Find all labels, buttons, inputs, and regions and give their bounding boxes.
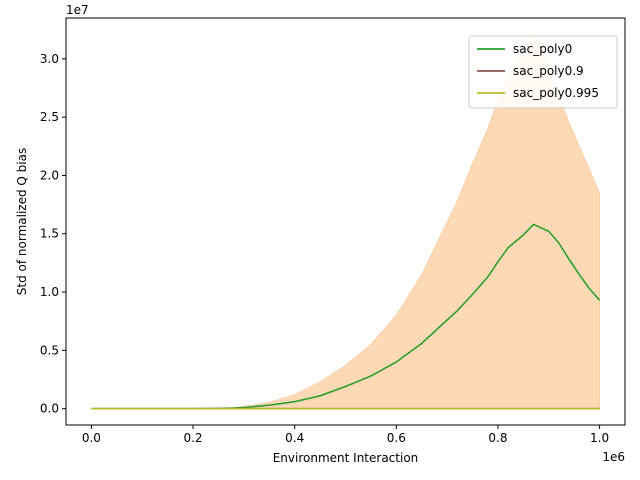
plot-area-frame [65, 17, 626, 426]
y-offset-label: 1e7 [66, 3, 89, 17]
y-axis: 0.0 0.5 1.0 1.5 2.0 2.5 3.0 [40, 52, 66, 416]
series-layer [91, 223, 601, 410]
legend-label: sac_poly0.9 [513, 64, 584, 78]
x-axis-label: Environment Interaction [273, 451, 419, 465]
x-axis: 0.0 0.2 0.4 0.6 0.8 1.0 [82, 425, 609, 445]
y-tick-label: 1.5 [40, 227, 59, 241]
x-tick-label: 0.8 [488, 431, 507, 445]
x-tick-label: 1.0 [590, 431, 609, 445]
x-offset-label: 1e6 [602, 450, 625, 464]
legend: sac_poly0 sac_poly0.9 sac_poly0.995 [468, 35, 618, 109]
x-tick-label: 0.2 [183, 431, 202, 445]
y-tick-label: 2.5 [40, 110, 59, 124]
x-tick-label: 0.0 [82, 431, 101, 445]
y-tick-label: 0.5 [40, 343, 59, 357]
y-tick-label: 0.0 [40, 402, 59, 416]
legend-box [468, 35, 618, 109]
y-axis-label: Std of normalized Q bias [15, 148, 29, 295]
y-tick-label: 3.0 [40, 52, 59, 66]
y-tick-label: 2.0 [40, 168, 59, 182]
legend-label: sac_poly0 [513, 42, 572, 56]
y-tick-label: 1.0 [40, 285, 59, 299]
legend-label: sac_poly0.995 [513, 86, 599, 100]
x-tick-label: 0.6 [387, 431, 406, 445]
x-tick-label: 0.4 [285, 431, 304, 445]
